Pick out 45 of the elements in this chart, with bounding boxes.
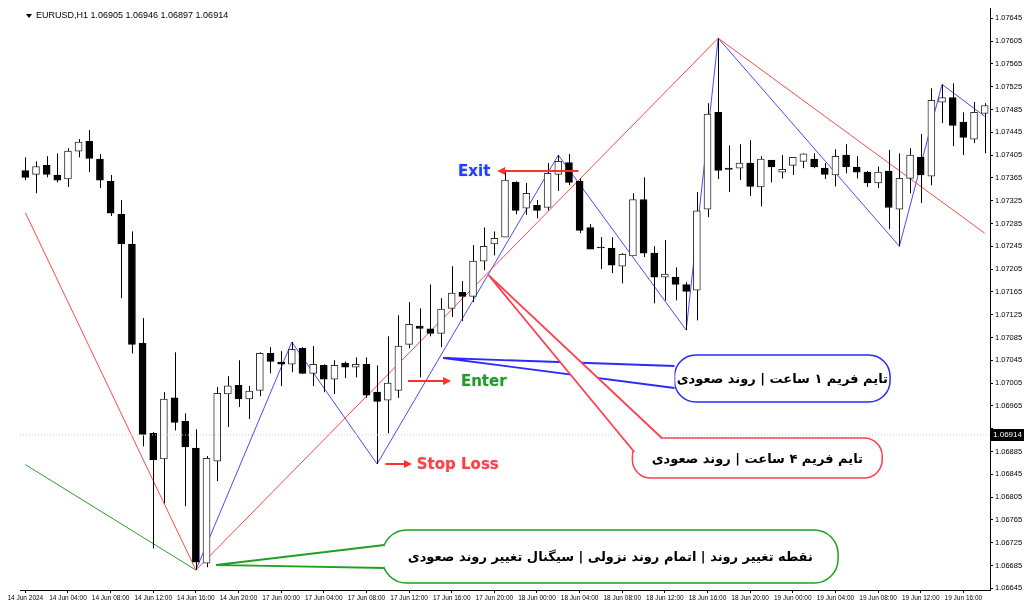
annotation: نقطه تغییر روند | اتمام روند نزولی | سیگنال تغییر روند صعودی [382, 530, 839, 583]
candlestick [586, 223, 595, 250]
annotation: Enter [460, 371, 507, 391]
candlestick [479, 226, 488, 271]
candlestick [597, 236, 605, 270]
candlestick [224, 375, 232, 428]
candlestick [309, 345, 317, 387]
candlestick [42, 155, 51, 178]
candlestick [21, 156, 30, 181]
candlestick [32, 160, 40, 194]
candlestick [298, 346, 307, 375]
candlestick [277, 350, 285, 387]
candlestick [437, 297, 445, 348]
ref-line-label: 1.06914 [993, 430, 1023, 440]
candlestick [842, 143, 850, 174]
candlestick [533, 199, 541, 219]
candlestick [682, 281, 691, 331]
candlestick [405, 301, 413, 349]
candlestick [874, 165, 882, 189]
candlestick [96, 153, 104, 189]
candlestick [85, 129, 94, 173]
candlestick [373, 364, 381, 465]
candlestick [725, 144, 733, 193]
candlestick [980, 102, 989, 154]
annotation: Stop Loss [416, 454, 499, 474]
annotation: تایم فریم ۴ ساعت | روند صعودی [632, 438, 883, 478]
candlestick [287, 341, 296, 373]
candlestick [618, 252, 627, 284]
candlestick [447, 265, 456, 318]
annotation: Exit [458, 161, 491, 181]
candlestick [916, 133, 925, 204]
candlestick [746, 139, 754, 197]
candlestick [266, 346, 275, 374]
candlestick [415, 307, 424, 378]
candlestick [458, 280, 467, 322]
candlestick [906, 147, 914, 194]
annotation: تایم فریم ۱ ساعت | روند صعودی [674, 355, 891, 402]
candlestick [650, 245, 659, 304]
candlestick [938, 83, 946, 124]
candlestick [522, 182, 531, 216]
candlestick [735, 143, 744, 181]
chart-title: EURUSD,H1 1.06905 1.06946 1.06897 1.06914 [36, 10, 229, 20]
candlestick [319, 363, 328, 393]
candlestick [245, 385, 254, 420]
candlestick [383, 335, 392, 434]
